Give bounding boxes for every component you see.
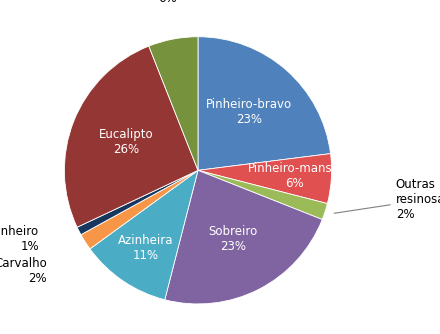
Wedge shape <box>64 46 198 227</box>
Wedge shape <box>81 170 198 249</box>
Text: Outras
resinosas
2%: Outras resinosas 2% <box>334 178 440 221</box>
Text: Azinheira
11%: Azinheira 11% <box>117 234 173 262</box>
Wedge shape <box>198 170 327 219</box>
Text: Pinheiro-manso
6%: Pinheiro-manso 6% <box>248 162 340 190</box>
Text: Castanheiro
1%: Castanheiro 1% <box>0 225 39 253</box>
Text: Eucalipto
26%: Eucalipto 26% <box>99 128 153 156</box>
Text: Pinheiro-bravo
23%: Pinheiro-bravo 23% <box>206 98 292 126</box>
Text: Sobreiro
23%: Sobreiro 23% <box>209 225 258 254</box>
Wedge shape <box>90 170 198 300</box>
Text: Outras folhosas
6%: Outras folhosas 6% <box>121 0 214 5</box>
Wedge shape <box>198 37 330 170</box>
Wedge shape <box>149 37 198 170</box>
Wedge shape <box>198 154 332 203</box>
Wedge shape <box>77 170 198 235</box>
Text: Carvalho
2%: Carvalho 2% <box>0 257 47 285</box>
Wedge shape <box>165 170 322 304</box>
